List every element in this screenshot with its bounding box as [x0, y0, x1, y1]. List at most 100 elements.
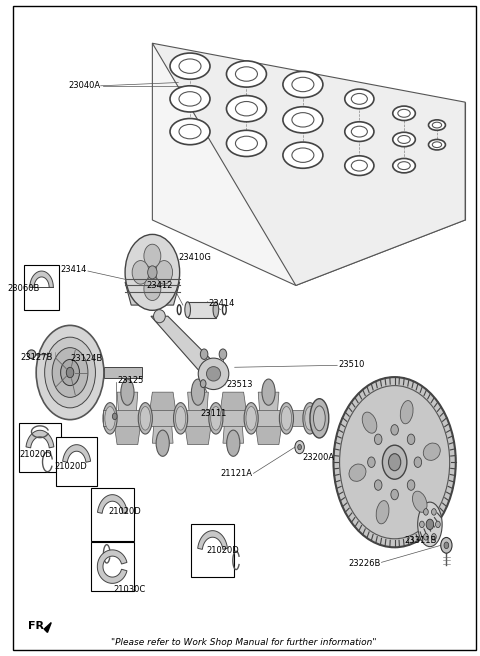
Bar [91, 488, 133, 541]
Ellipse shape [429, 140, 445, 150]
Ellipse shape [292, 148, 314, 163]
Ellipse shape [398, 136, 410, 144]
Polygon shape [110, 411, 145, 426]
Circle shape [112, 413, 117, 420]
Text: 21020D: 21020D [55, 462, 87, 471]
Ellipse shape [179, 59, 201, 73]
Bar [192, 524, 234, 577]
Ellipse shape [351, 126, 367, 137]
Bar [56, 438, 97, 486]
Ellipse shape [227, 61, 266, 87]
Ellipse shape [429, 120, 445, 131]
Ellipse shape [198, 358, 229, 390]
Ellipse shape [222, 305, 226, 315]
Circle shape [388, 454, 401, 471]
Circle shape [423, 508, 428, 515]
Circle shape [391, 424, 398, 435]
Circle shape [435, 521, 440, 527]
Bar [24, 265, 59, 310]
Ellipse shape [170, 119, 210, 145]
Polygon shape [113, 419, 142, 445]
Text: 23226B: 23226B [348, 559, 381, 568]
Ellipse shape [310, 399, 329, 438]
Bar [104, 367, 142, 378]
Ellipse shape [211, 407, 221, 430]
Polygon shape [184, 419, 212, 445]
Circle shape [391, 489, 398, 500]
Ellipse shape [393, 159, 415, 173]
Text: 23513: 23513 [226, 380, 253, 390]
Circle shape [374, 434, 382, 445]
Ellipse shape [351, 94, 367, 104]
Ellipse shape [27, 350, 36, 358]
Polygon shape [223, 419, 244, 443]
Text: 21020D: 21020D [19, 451, 52, 459]
Circle shape [45, 337, 96, 408]
Circle shape [420, 521, 424, 527]
Ellipse shape [313, 406, 325, 431]
Ellipse shape [209, 403, 223, 434]
Ellipse shape [393, 106, 415, 121]
Polygon shape [117, 392, 138, 419]
Polygon shape [219, 392, 247, 419]
Ellipse shape [305, 407, 315, 430]
Polygon shape [63, 445, 91, 462]
Ellipse shape [121, 379, 134, 405]
Polygon shape [251, 411, 287, 426]
Text: 23414: 23414 [208, 298, 235, 308]
Text: FR.: FR. [28, 621, 48, 631]
Ellipse shape [206, 367, 221, 381]
Ellipse shape [303, 403, 317, 434]
Ellipse shape [179, 92, 201, 106]
Circle shape [414, 457, 421, 468]
Ellipse shape [177, 305, 181, 315]
Bar [188, 302, 216, 318]
Circle shape [144, 277, 161, 300]
Text: 21020D: 21020D [108, 507, 142, 516]
Polygon shape [97, 550, 127, 583]
Circle shape [66, 367, 74, 378]
Circle shape [36, 325, 104, 420]
Polygon shape [125, 282, 180, 305]
Text: 21121A: 21121A [221, 469, 252, 478]
Ellipse shape [236, 67, 257, 81]
Ellipse shape [432, 122, 442, 128]
Polygon shape [151, 316, 225, 374]
Bar [19, 423, 60, 472]
Text: "Please refer to Work Shop Manual for further information": "Please refer to Work Shop Manual for fu… [111, 638, 377, 647]
Text: 23200A: 23200A [302, 453, 335, 462]
Ellipse shape [292, 113, 314, 127]
Polygon shape [254, 419, 283, 445]
Text: 23412: 23412 [146, 281, 173, 290]
Ellipse shape [246, 407, 256, 430]
Text: 23125: 23125 [117, 376, 144, 385]
Polygon shape [26, 430, 54, 448]
Text: 23414: 23414 [60, 264, 86, 274]
Circle shape [144, 244, 161, 268]
Ellipse shape [349, 464, 366, 482]
Polygon shape [97, 495, 127, 514]
Circle shape [295, 441, 304, 454]
Polygon shape [258, 392, 279, 419]
Ellipse shape [105, 407, 115, 430]
Circle shape [334, 377, 456, 547]
Circle shape [441, 537, 452, 553]
Ellipse shape [279, 403, 293, 434]
Ellipse shape [175, 407, 186, 430]
Circle shape [52, 348, 88, 398]
Ellipse shape [156, 430, 169, 457]
Text: 23410G: 23410G [178, 253, 211, 262]
Ellipse shape [227, 96, 266, 122]
Circle shape [408, 434, 415, 445]
Circle shape [432, 508, 436, 515]
Ellipse shape [283, 142, 323, 169]
Circle shape [200, 380, 206, 388]
Ellipse shape [362, 412, 377, 433]
Ellipse shape [244, 403, 258, 434]
Ellipse shape [418, 502, 442, 546]
Ellipse shape [170, 53, 210, 79]
Ellipse shape [236, 136, 257, 151]
Text: 21030C: 21030C [113, 585, 145, 594]
Text: 23124B: 23124B [70, 354, 102, 363]
Text: 23060B: 23060B [7, 284, 39, 293]
